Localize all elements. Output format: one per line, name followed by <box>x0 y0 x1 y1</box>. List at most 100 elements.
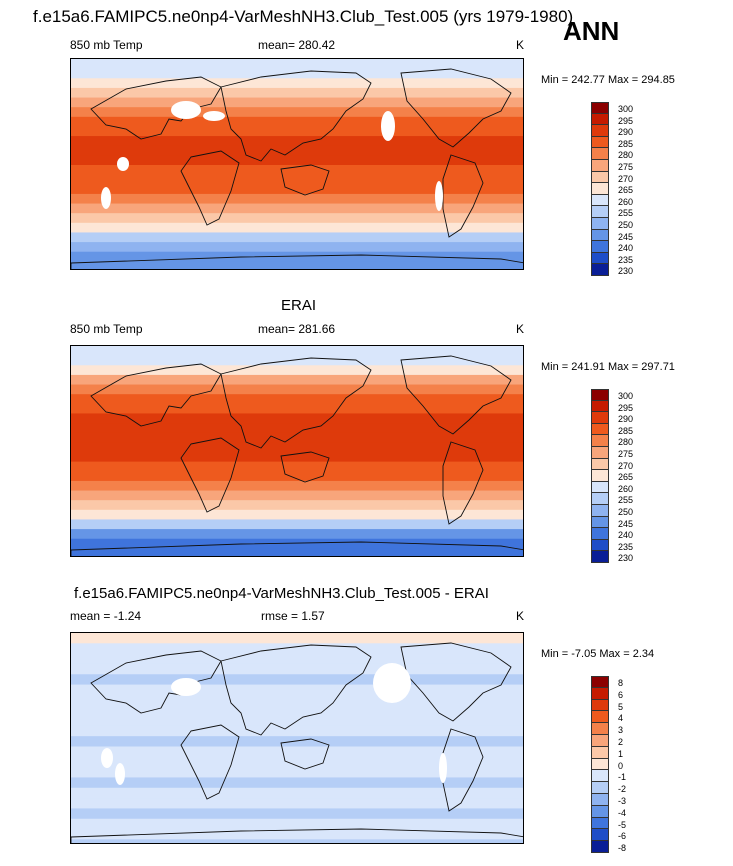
colorbar-swatch <box>591 206 609 218</box>
colorbar-tick-label: 245 <box>618 231 634 242</box>
heatmap-band <box>71 818 523 830</box>
colorbar-swatch <box>591 148 609 160</box>
panel3-center-label: rmse = 1.57 <box>261 609 325 623</box>
panel2-left-label: 850 mb Temp <box>70 322 143 336</box>
colorbar-swatch <box>591 194 609 207</box>
colorbar-swatch <box>591 171 609 184</box>
colorbar-swatch <box>591 723 609 735</box>
heatmap-band <box>71 746 523 758</box>
colorbar-tick-label: 280 <box>618 150 634 161</box>
missing-data-patch <box>373 663 411 703</box>
heatmap-band <box>71 674 523 686</box>
colorbar-swatch <box>591 481 609 494</box>
colorbar-tick-label: 270 <box>618 460 634 471</box>
heatmap-band <box>71 184 523 195</box>
heatmap-band <box>71 403 523 415</box>
coastline <box>280 738 330 770</box>
heatmap-band <box>71 413 523 424</box>
heatmap-band <box>71 500 523 511</box>
heatmap-band <box>71 787 523 799</box>
colorbar-tick-label: 2 <box>618 737 624 747</box>
heatmap-band <box>71 829 523 840</box>
heatmap-band <box>71 78 523 89</box>
colorbar-tick-label: 255 <box>618 495 634 506</box>
coastline <box>71 254 523 269</box>
colorbar-swatch <box>591 539 609 552</box>
colorbar-tick-label: 250 <box>618 507 634 517</box>
coastline <box>180 150 240 226</box>
heatmap-band <box>71 653 523 665</box>
heatmap-band <box>71 251 523 262</box>
panel2-center-label: mean= 281.66 <box>258 322 336 336</box>
heatmap-band <box>71 798 523 810</box>
panel2-right-label: K <box>516 322 525 336</box>
heatmap-band <box>71 694 523 706</box>
missing-data-patch <box>203 111 225 121</box>
colorbar-swatch <box>591 782 609 794</box>
coastline <box>71 828 523 843</box>
heatmap-band <box>71 643 523 655</box>
missing-data-patch <box>171 678 201 696</box>
heatmap-band <box>71 777 523 789</box>
heatmap-band <box>71 355 523 366</box>
missing-data-patch <box>439 753 447 783</box>
colorbar-2 <box>591 389 609 563</box>
colorbar-swatch <box>591 746 609 759</box>
colorbar-swatch <box>591 125 609 137</box>
colorbar-tick-label: 285 <box>618 425 634 436</box>
colorbar-swatch <box>591 389 609 401</box>
coastline <box>180 724 240 800</box>
colorbar-tick-label: 4 <box>618 713 624 724</box>
panel3-title: f.e15a6.FAMIPC5.ne0np4-VarMeshNH3.Club_T… <box>74 585 489 602</box>
colorbar-swatch <box>591 528 609 540</box>
colorbar-tick-label: 290 <box>618 127 634 138</box>
panel1-minmax: Min = 242.77 Max = 294.85 <box>541 74 675 86</box>
colorbar-tick-label: 290 <box>618 414 634 425</box>
coastline <box>400 355 512 435</box>
colorbar-tick-label: 5 <box>618 701 624 712</box>
coastline <box>442 441 484 525</box>
heatmap-band <box>71 213 523 224</box>
panel3-map <box>70 632 524 844</box>
panel2-minmax: Min = 241.91 Max = 297.71 <box>541 361 675 373</box>
heatmap-band <box>71 59 523 70</box>
heatmap-band <box>71 432 523 443</box>
colorbar-swatch <box>591 516 609 529</box>
heatmap-band <box>71 423 523 434</box>
heatmap-band <box>71 203 523 214</box>
heatmap-band <box>71 374 523 386</box>
colorbar-tick-label: -8 <box>618 843 627 854</box>
colorbar-swatch <box>591 264 609 276</box>
colorbar-tick-label: 0 <box>618 760 624 771</box>
heatmap-band <box>71 480 523 492</box>
heatmap-band <box>71 222 523 234</box>
heatmap-band <box>71 725 523 737</box>
heatmap-band <box>71 261 523 269</box>
panel1-center-label: mean= 280.42 <box>258 38 336 52</box>
page-title: f.e15a6.FAMIPC5.ne0np4-VarMeshNH3.Club_T… <box>33 7 574 26</box>
heatmap-band <box>71 365 523 376</box>
coastline <box>90 363 222 427</box>
colorbar-tick-label: -1 <box>618 772 627 783</box>
colorbar-tick-label: 295 <box>618 115 634 126</box>
colorbar-tick-label: 230 <box>618 553 634 564</box>
panel3-heatmap <box>71 633 523 843</box>
colorbar-swatch <box>591 183 609 195</box>
colorbar-tick-label: 265 <box>618 472 634 483</box>
coastline <box>280 164 330 196</box>
heatmap-band <box>71 68 523 79</box>
colorbar-swatch <box>591 711 609 724</box>
panel1-heatmap <box>71 59 523 269</box>
colorbar-tick-label: 265 <box>618 185 634 196</box>
colorbar-swatch <box>591 423 609 436</box>
colorbar-swatch <box>591 446 609 459</box>
colorbar-swatch <box>591 102 609 114</box>
colorbar-swatch <box>591 400 609 413</box>
panel3-minmax: Min = -7.05 Max = 2.34 <box>541 648 655 660</box>
colorbar-swatch <box>591 412 609 424</box>
colorbar-swatch <box>591 758 609 771</box>
heatmap-band <box>71 136 523 147</box>
colorbar-tick-label: 275 <box>618 162 634 172</box>
colorbar-swatch <box>591 687 609 700</box>
colorbar-1 <box>591 102 609 276</box>
